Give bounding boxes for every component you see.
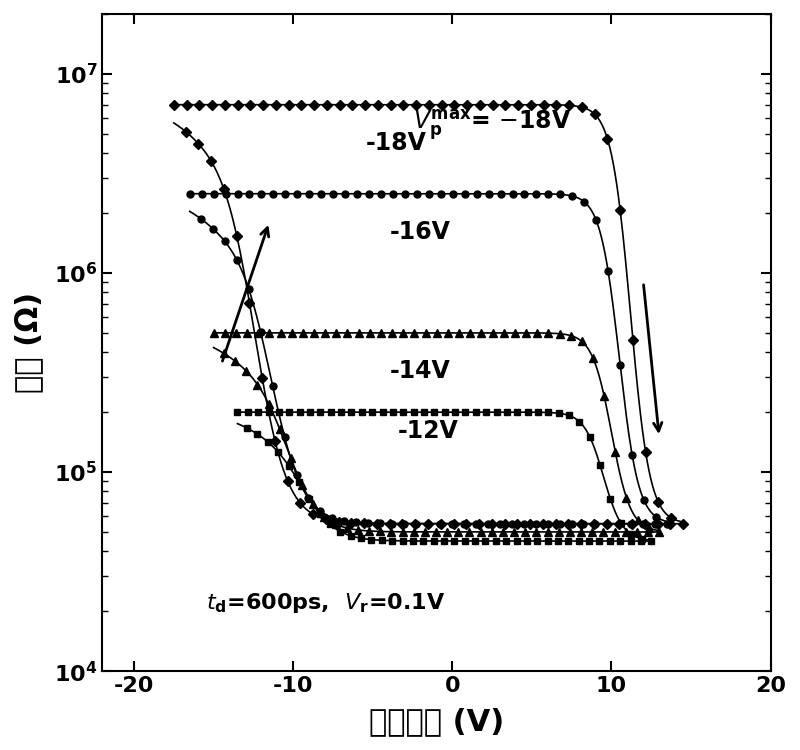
Text: -12V: -12V: [398, 419, 459, 443]
Text: -18V: -18V: [366, 130, 427, 154]
Text: $V_{\mathregular{p}}^{\mathregular{max}}$= $-$18V: $V_{\mathregular{p}}^{\mathregular{max}}…: [413, 108, 571, 143]
Text: -14V: -14V: [390, 359, 451, 383]
Y-axis label: 电阶 (Ω): 电阶 (Ω): [14, 292, 43, 393]
Text: -16V: -16V: [390, 220, 451, 245]
X-axis label: 脉冲电压 (V): 脉冲电压 (V): [369, 707, 504, 736]
Text: $\mathit{t}_{\mathregular{d}}$=600ps,  $\mathit{V}_{\mathregular{r}}$=0.1V: $\mathit{t}_{\mathregular{d}}$=600ps, $\…: [206, 591, 445, 615]
